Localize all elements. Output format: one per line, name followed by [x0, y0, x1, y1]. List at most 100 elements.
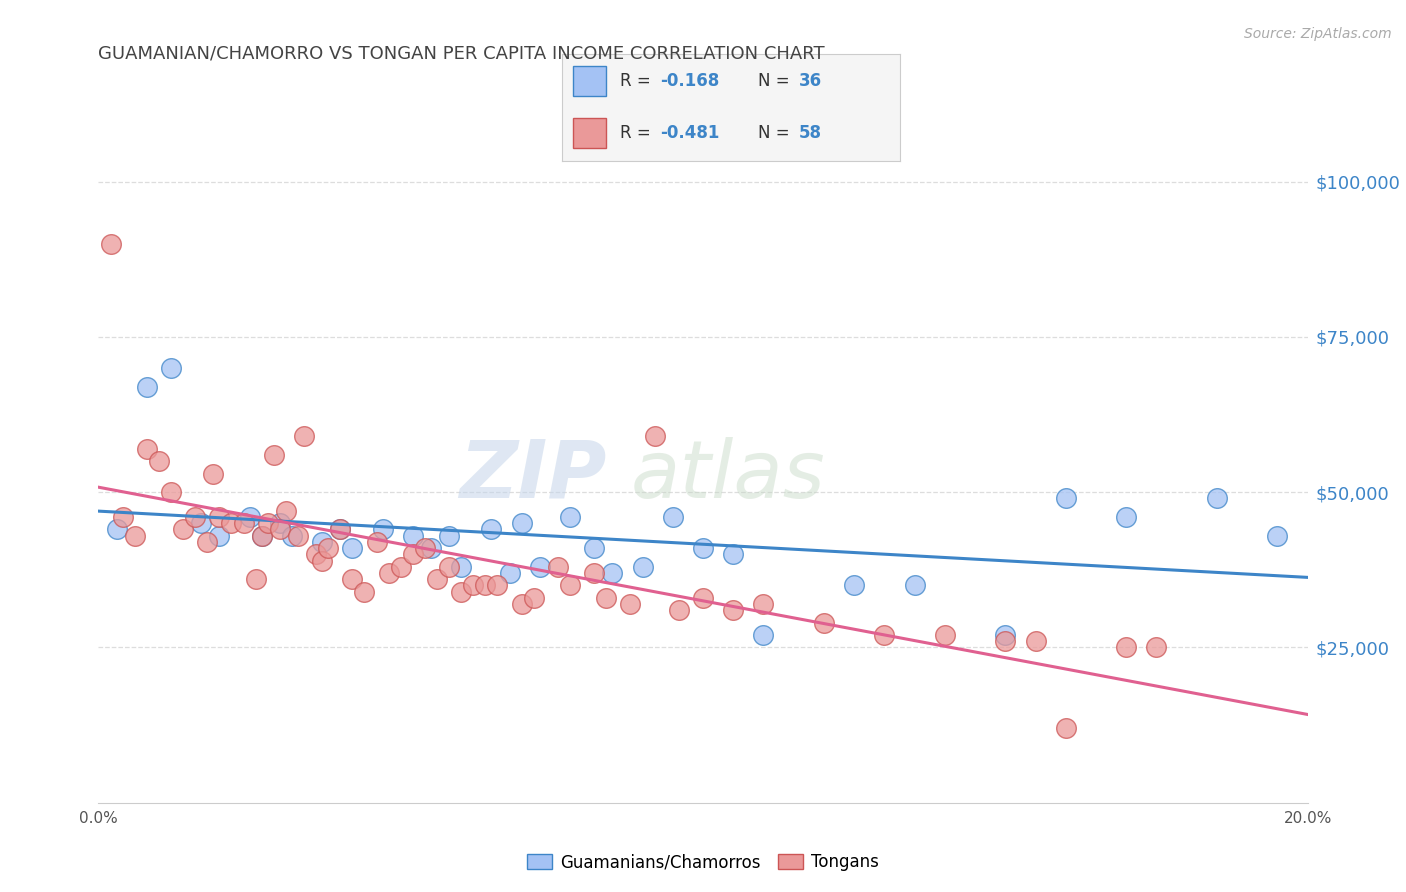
Point [1115, 510, 1137, 524]
Text: R =: R = [620, 124, 655, 142]
Point [366, 534, 388, 549]
Point [184, 510, 207, 524]
Point [311, 534, 333, 549]
Point [474, 578, 496, 592]
Point [752, 628, 775, 642]
Point [172, 523, 194, 537]
Point [426, 572, 449, 586]
Point [281, 529, 304, 543]
Text: ZIP: ZIP [458, 437, 606, 515]
Point [595, 591, 617, 605]
Point [463, 578, 485, 592]
Point [450, 584, 472, 599]
Point [723, 547, 745, 561]
Point [1267, 529, 1289, 543]
Text: 58: 58 [799, 124, 821, 142]
Point [1054, 721, 1077, 735]
Point [481, 523, 503, 537]
Point [510, 516, 533, 531]
Point [402, 529, 425, 543]
Point [723, 603, 745, 617]
Point [305, 547, 328, 561]
Point [342, 541, 364, 555]
Text: GUAMANIAN/CHAMORRO VS TONGAN PER CAPITA INCOME CORRELATION CHART: GUAMANIAN/CHAMORRO VS TONGAN PER CAPITA … [98, 45, 825, 62]
Point [377, 566, 399, 580]
Point [269, 523, 291, 537]
Point [342, 572, 364, 586]
Point [813, 615, 835, 630]
Point [292, 429, 315, 443]
Point [389, 559, 412, 574]
Point [994, 628, 1017, 642]
Point [583, 566, 606, 580]
Text: N =: N = [758, 124, 794, 142]
Point [1115, 640, 1137, 655]
Point [692, 541, 714, 555]
Point [160, 485, 183, 500]
Point [105, 523, 128, 537]
Point [111, 510, 134, 524]
Point [124, 529, 146, 543]
Point [547, 559, 569, 574]
Point [160, 360, 183, 375]
Point [135, 442, 157, 456]
Point [311, 553, 333, 567]
Point [662, 510, 685, 524]
Point [274, 504, 297, 518]
Point [100, 236, 122, 251]
Point [402, 547, 425, 561]
Point [1206, 491, 1229, 506]
Point [529, 559, 551, 574]
Point [1024, 634, 1046, 648]
Point [873, 628, 896, 642]
Point [486, 578, 509, 592]
Point [934, 628, 956, 642]
Point [631, 559, 654, 574]
Point [245, 572, 267, 586]
Point [208, 529, 231, 543]
Text: atlas: atlas [630, 437, 825, 515]
Point [510, 597, 533, 611]
Point [329, 523, 352, 537]
Text: Source: ZipAtlas.com: Source: ZipAtlas.com [1244, 27, 1392, 41]
Point [752, 597, 775, 611]
Point [329, 523, 352, 537]
Point [450, 559, 472, 574]
Point [269, 516, 291, 531]
Text: N =: N = [758, 72, 794, 90]
Point [202, 467, 225, 481]
Point [287, 529, 309, 543]
Point [644, 429, 666, 443]
Point [523, 591, 546, 605]
Point [221, 516, 243, 531]
Point [1054, 491, 1077, 506]
Point [250, 529, 273, 543]
Point [148, 454, 170, 468]
Point [371, 523, 394, 537]
Point [558, 578, 581, 592]
Point [994, 634, 1017, 648]
Point [904, 578, 927, 592]
Point [558, 510, 581, 524]
Point [1144, 640, 1167, 655]
Text: -0.481: -0.481 [661, 124, 720, 142]
Point [437, 529, 460, 543]
Point [437, 559, 460, 574]
Point [668, 603, 690, 617]
Point [190, 516, 212, 531]
Point [692, 591, 714, 605]
Point [316, 541, 339, 555]
Point [413, 541, 436, 555]
Point [420, 541, 443, 555]
Point [135, 379, 157, 393]
Legend: Guamanians/Chamorros, Tongans: Guamanians/Chamorros, Tongans [520, 847, 886, 878]
Point [602, 566, 624, 580]
FancyBboxPatch shape [572, 118, 606, 148]
Text: R =: R = [620, 72, 655, 90]
Point [195, 534, 218, 549]
Point [256, 516, 278, 531]
Point [498, 566, 520, 580]
Point [844, 578, 866, 592]
Point [239, 510, 262, 524]
Point [619, 597, 641, 611]
